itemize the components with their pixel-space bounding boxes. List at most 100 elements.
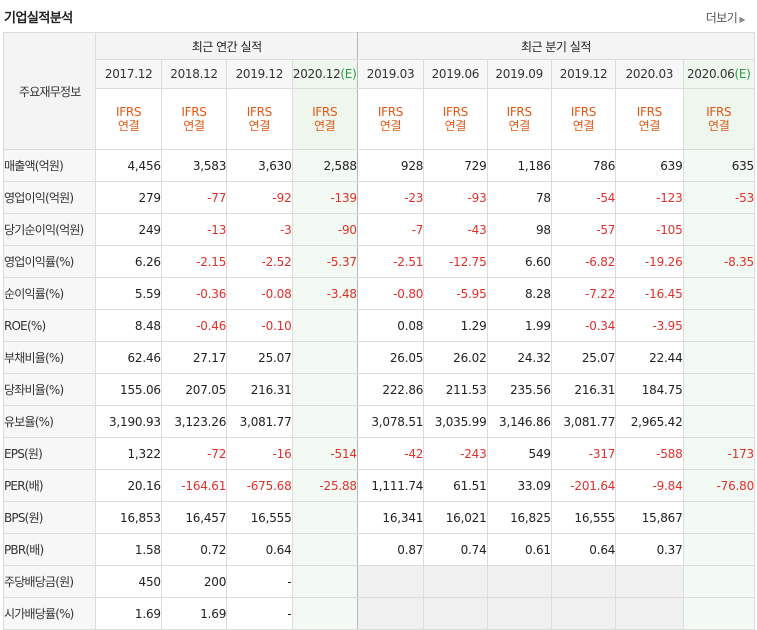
table-cell: 0.74 xyxy=(423,533,488,566)
table-cell: -53 xyxy=(682,181,756,214)
consolidation-label: 연결 xyxy=(444,119,467,133)
table-cell xyxy=(682,565,756,598)
table-cell: -0.08 xyxy=(226,277,293,310)
table-cell: 25.07 xyxy=(550,341,617,374)
table-cell xyxy=(682,213,756,246)
table-cell: 3,630 xyxy=(226,149,293,182)
table-cell: 216.31 xyxy=(550,373,617,406)
table-cell xyxy=(682,277,756,310)
row-label: 매출액(억원) xyxy=(2,149,97,182)
table-cell: 1,186 xyxy=(486,149,552,182)
period-header: 2019.12 xyxy=(226,59,293,89)
accounting-standard: IFRS 연결 xyxy=(291,88,358,150)
table-cell: 635 xyxy=(682,149,756,182)
table-cell: 3,078.51 xyxy=(356,405,425,438)
table-cell: 0.72 xyxy=(160,533,228,566)
period-label: 2019.12 xyxy=(559,67,608,81)
period-header: 2019.03 xyxy=(356,59,425,89)
more-link-label: 더보기 xyxy=(705,11,738,25)
table-cell: 216.31 xyxy=(226,373,293,406)
table-cell: 16,021 xyxy=(423,501,488,534)
table-cell: 16,825 xyxy=(486,501,552,534)
table-cell: -0.34 xyxy=(550,309,617,342)
table-cell: -123 xyxy=(615,181,684,214)
table-cell: -16.45 xyxy=(615,277,684,310)
table-cell xyxy=(291,309,358,342)
table-cell: 0.64 xyxy=(226,533,293,566)
table-cell: -139 xyxy=(291,181,358,214)
accounting-standard: IFRS 연결 xyxy=(226,88,293,150)
accounting-standard: IFRS 연결 xyxy=(423,88,488,150)
table-cell xyxy=(682,341,756,374)
table-cell: -2.52 xyxy=(226,245,293,278)
table-cell: -19.26 xyxy=(615,245,684,278)
table-cell: 33.09 xyxy=(486,469,552,502)
accounting-standard-label: IFRS xyxy=(181,105,207,119)
table-cell xyxy=(423,597,488,630)
table-cell: -9.84 xyxy=(615,469,684,502)
period-header: 2020.12(E) xyxy=(291,59,358,89)
table-cell: 26.05 xyxy=(356,341,425,374)
table-cell: 1,111.74 xyxy=(356,469,425,502)
table-cell: -76.80 xyxy=(682,469,756,502)
accounting-standard-label: IFRS xyxy=(116,105,142,119)
row-label: 당좌비율(%) xyxy=(2,373,97,406)
table-cell: 0.37 xyxy=(615,533,684,566)
table-cell: -514 xyxy=(291,437,358,470)
table-cell: 249 xyxy=(95,213,162,246)
row-label: 시가배당률(%) xyxy=(2,597,97,630)
accounting-standard: IFRS 연결 xyxy=(682,88,756,150)
table-cell: -0.46 xyxy=(160,309,228,342)
table-cell: 0.08 xyxy=(356,309,425,342)
table-cell: 25.07 xyxy=(226,341,293,374)
accounting-standard: IFRS 연결 xyxy=(615,88,684,150)
table-cell: -2.15 xyxy=(160,245,228,278)
table-cell: -25.88 xyxy=(291,469,358,502)
section-title: 기업실적분석 xyxy=(4,11,73,26)
period-label: 2020.06 xyxy=(686,67,735,81)
row-label: 순이익률(%) xyxy=(2,277,97,310)
accounting-standard: IFRS 연결 xyxy=(95,88,162,150)
table-cell: -164.61 xyxy=(160,469,228,502)
consolidation-label: 연결 xyxy=(313,119,336,133)
table-cell: 8.28 xyxy=(486,277,552,310)
table-cell: 211.53 xyxy=(423,373,488,406)
table-cell: 4,456 xyxy=(95,149,162,182)
row-label: 당기순이익(억원) xyxy=(2,213,97,246)
table-row: 주당배당금(원) 450 200- xyxy=(2,565,756,598)
accounting-standard: IFRS 연결 xyxy=(356,88,425,150)
estimate-mark: (E) xyxy=(734,67,751,81)
table-cell: 16,555 xyxy=(550,501,617,534)
table-cell: 639 xyxy=(615,149,684,182)
table-cell xyxy=(682,373,756,406)
table-cell xyxy=(291,341,358,374)
table-cell: -92 xyxy=(226,181,293,214)
table-cell: 98 xyxy=(486,213,552,246)
table-cell: 0.64 xyxy=(550,533,617,566)
table-cell: 61.51 xyxy=(423,469,488,502)
table-cell: 450 xyxy=(95,565,162,598)
table-cell: 184.75 xyxy=(615,373,684,406)
table-cell: -105 xyxy=(615,213,684,246)
table-cell xyxy=(682,533,756,566)
period-label: 2019.09 xyxy=(495,67,543,81)
table-cell: 3,146.86 xyxy=(486,405,552,438)
table-cell: -13 xyxy=(160,213,228,246)
table-cell: 279 xyxy=(95,181,162,214)
table-cell: 16,555 xyxy=(226,501,293,534)
table-cell: -5.95 xyxy=(423,277,488,310)
table-cell xyxy=(291,565,358,598)
consolidation-label: 연결 xyxy=(572,119,595,133)
table-cell: 5.59 xyxy=(95,277,162,310)
table-cell: 3,190.93 xyxy=(95,405,162,438)
period-header: 2018.12 xyxy=(160,59,228,89)
more-link[interactable]: 더보기 ▶ xyxy=(705,9,746,26)
table-cell: -588 xyxy=(615,437,684,470)
table-cell xyxy=(615,597,684,630)
table-row: 영업이익(억원) 279 -77 -92 -139 -23 -93 78 -54 -123 -53 xyxy=(2,181,756,214)
consolidation-label: 연결 xyxy=(248,119,271,133)
table-cell: 1.99 xyxy=(486,309,552,342)
consolidation-label: 연결 xyxy=(708,119,730,133)
table-cell xyxy=(550,565,617,598)
table-cell xyxy=(682,597,756,630)
